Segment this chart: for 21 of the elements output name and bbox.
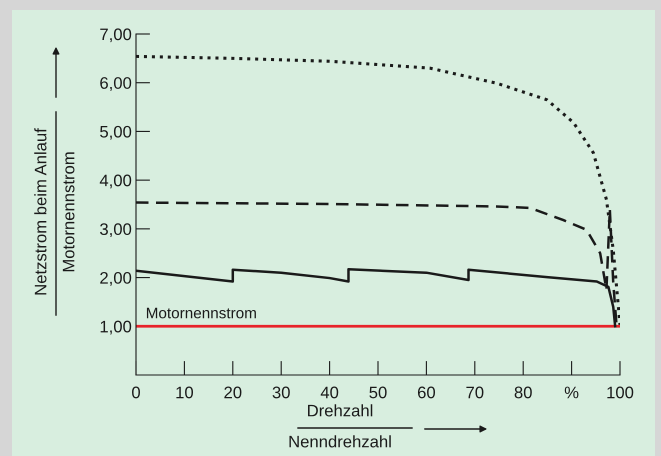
y-tick-label: 7,00 <box>100 28 132 42</box>
x-tick-label: % <box>564 386 578 398</box>
x-tick-label: 30 <box>272 386 290 398</box>
x-tick-label: 100 <box>607 386 634 398</box>
x-tick-label: 60 <box>418 386 436 398</box>
y-tick-label: 6,00 <box>100 77 132 91</box>
x-tick-label: 10 <box>176 386 194 398</box>
x-tick-label: 20 <box>224 386 242 398</box>
ref-line-label: Motornennstrom <box>146 308 256 318</box>
x-tick-label: 70 <box>466 386 484 398</box>
y-tick-label: 5,00 <box>100 126 132 140</box>
y-tick-label: 1,00 <box>100 320 132 334</box>
y-tick-label: 3,00 <box>100 223 132 238</box>
x-tick-label: 50 <box>369 386 387 398</box>
x-tick-label: 0 <box>132 386 140 398</box>
y-tick-label: 2,00 <box>100 272 132 286</box>
x-tick-label: 40 <box>320 386 338 398</box>
x-tick-label: 80 <box>514 386 532 398</box>
x-axis-title: Drehzahl Nenndrehzahl <box>289 404 391 448</box>
y-axis-title: Netzstrom beim Anlauf Motornennstrom <box>34 128 74 294</box>
y-tick-label: 4,00 <box>100 174 132 188</box>
